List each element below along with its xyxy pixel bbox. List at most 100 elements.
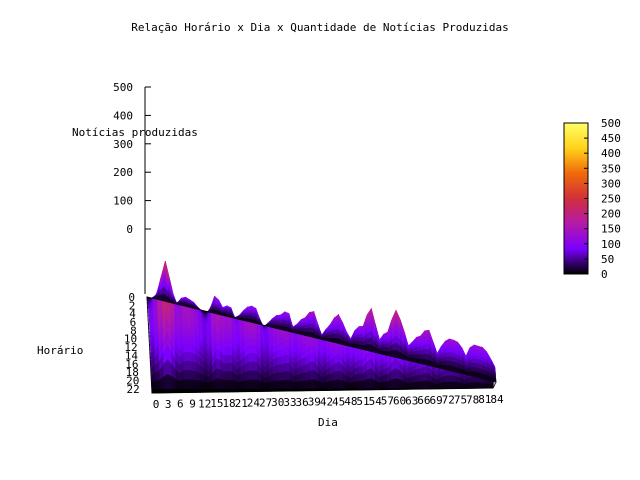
surface-cell	[474, 371, 480, 379]
surface-cell	[456, 381, 462, 389]
surface-cell	[334, 369, 340, 381]
y-tick-label: 2	[129, 299, 136, 312]
x-tick-label: 39	[308, 396, 321, 409]
surface-cell	[252, 360, 258, 372]
surface-cell	[183, 378, 189, 390]
surface-cell	[228, 361, 234, 372]
x-tick-label: 21	[235, 397, 248, 410]
surface-cell	[216, 388, 222, 393]
colorbar-tick-label: 400	[601, 147, 621, 160]
y-tick-label: 6	[130, 316, 137, 329]
surface-cell	[358, 365, 364, 374]
z-tick-label: 0	[126, 223, 133, 236]
surface-cell	[232, 388, 238, 393]
z-tick-label: 100	[113, 195, 133, 208]
x-tick-label: 69	[429, 394, 442, 407]
x-tick-label: 42	[320, 396, 333, 409]
surface-cell	[248, 388, 254, 392]
surface-cell	[281, 370, 287, 381]
surface-cell	[285, 353, 291, 364]
x-tick-label: 57	[381, 395, 394, 408]
surface-cell	[470, 362, 476, 368]
surface-cell	[301, 379, 307, 389]
x-tick-label: 81	[478, 393, 491, 406]
surface-cell	[366, 344, 372, 352]
surface-cell	[445, 365, 451, 372]
surface-cell	[338, 387, 344, 391]
surface-cell	[304, 331, 310, 337]
surface-cell	[155, 378, 161, 390]
surface-cell	[358, 372, 364, 382]
x-tick-label: 78	[466, 393, 479, 406]
surface-cell	[419, 380, 425, 389]
surface-cell	[220, 388, 226, 393]
surface-cell	[167, 388, 173, 394]
surface-cell	[423, 365, 429, 374]
surface-cell	[224, 388, 230, 393]
x-tick-label: 24	[247, 397, 261, 410]
surface-cell	[424, 359, 430, 367]
z-axis-label: Notícias produzidas	[72, 126, 198, 139]
z-axis: 0 100 200 300 400 500	[113, 81, 151, 294]
x-tick-label: 75	[454, 394, 467, 407]
surface-cell	[216, 367, 222, 380]
surface-cell	[334, 387, 340, 391]
surface-cell	[441, 364, 447, 371]
y-tick-label: 18	[126, 366, 139, 379]
surface-cell	[297, 387, 303, 392]
surface-cell	[265, 388, 271, 392]
colorbar-tick-label: 300	[601, 177, 621, 190]
colorbar-tick-label: 450	[601, 132, 621, 145]
surface-cell	[220, 378, 226, 389]
surface-cell	[246, 310, 252, 314]
surface-cell	[285, 346, 290, 356]
surface-cell	[491, 377, 497, 383]
surface-cell	[236, 388, 242, 393]
surface-cell	[358, 358, 364, 367]
y-tick-label: 8	[130, 324, 137, 337]
surface-cell	[366, 377, 372, 389]
surface-cell	[424, 348, 430, 356]
surface-cell	[252, 352, 258, 363]
surface-cell	[383, 380, 388, 389]
surface-cell	[329, 337, 335, 343]
surface-cell	[285, 388, 291, 392]
surface-cell	[224, 361, 230, 372]
surface-cell	[412, 358, 418, 364]
surface-cell	[358, 380, 364, 389]
surface-cell	[478, 372, 484, 380]
surface-cell	[424, 344, 430, 351]
surface-cell	[248, 360, 254, 371]
surface-cell	[383, 350, 389, 357]
surface-cell	[208, 388, 214, 393]
surface-cell	[468, 381, 474, 389]
x-tick-label: 33	[283, 396, 296, 409]
surface-cell	[244, 388, 250, 392]
surface-cell	[420, 358, 426, 366]
surface-cell	[276, 342, 282, 351]
x-tick-label: 0	[153, 398, 160, 411]
surface-cell	[240, 388, 246, 393]
surface-cell	[179, 388, 185, 393]
x-tick-label: 66	[417, 394, 430, 407]
surface-cell	[191, 379, 197, 390]
surface-cell	[159, 388, 165, 394]
surface-cell	[188, 388, 193, 393]
surface-cell	[204, 388, 210, 393]
surface-cell	[191, 369, 197, 381]
surface-cell	[196, 388, 202, 393]
surface-cell	[304, 327, 310, 333]
surface-cell	[449, 365, 455, 373]
surface-cell	[281, 379, 287, 389]
surface-cell	[191, 360, 197, 372]
surface-cell	[183, 388, 189, 393]
surface-cell	[448, 374, 454, 382]
surface-cell	[195, 379, 201, 390]
surface-cell	[155, 388, 161, 394]
surface-cell	[297, 380, 303, 389]
surface-cell	[277, 371, 283, 381]
x-tick-label: 54	[369, 395, 383, 408]
surface-cell	[362, 344, 368, 351]
surface-cell	[412, 354, 418, 359]
